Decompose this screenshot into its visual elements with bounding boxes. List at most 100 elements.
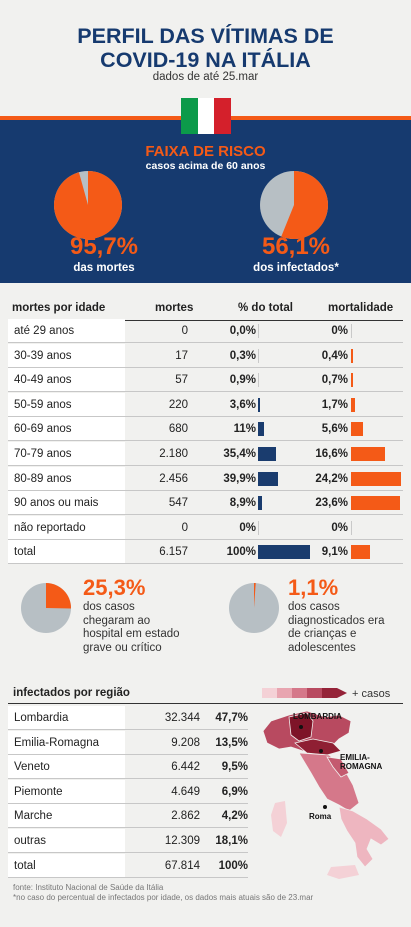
row-label: 50-59 anos bbox=[8, 392, 125, 417]
color-scale-legend bbox=[262, 688, 347, 698]
region-label: Emilia-Romagna bbox=[8, 730, 125, 755]
region-pct: 9,5% bbox=[221, 761, 248, 774]
severe-text: dos casos chegaram ao hospital em estado… bbox=[83, 601, 180, 654]
footer-note: *no caso do percentual de infectados por… bbox=[13, 893, 314, 902]
title-line-1: PERFIL DAS VÍTIMAS DE bbox=[77, 24, 334, 48]
row-label: não reportado bbox=[8, 515, 125, 540]
mortality-bar bbox=[351, 496, 400, 511]
row-mortality: 16,6% bbox=[315, 448, 348, 460]
row-label: 70-79 anos bbox=[8, 442, 125, 466]
region-table: Lombardia 32.344 47,7% Emilia-Romagna 9.208 1… bbox=[8, 706, 403, 878]
map-emilia-romagna bbox=[294, 738, 342, 756]
region-label: Lombardia bbox=[8, 706, 125, 730]
row-mortality: 1,7% bbox=[321, 398, 348, 411]
row-deaths: 2.456 bbox=[159, 472, 188, 485]
row-label: até 29 anos bbox=[8, 319, 125, 343]
table-row: 70-79 anos 2.180 35,4% 16,6% bbox=[8, 442, 403, 466]
row-pct: 8,9% bbox=[229, 497, 256, 510]
row-pct: 11% bbox=[233, 423, 256, 436]
footer: fonte: Instituto Nacional de Saúde da It… bbox=[13, 883, 313, 903]
row-mortality: 0,7% bbox=[321, 374, 348, 387]
region-row: Lombardia 32.344 47,7% bbox=[8, 706, 248, 730]
flag-red-stripe bbox=[214, 98, 232, 134]
italy-flag bbox=[181, 98, 232, 134]
children-cases-pie-chart bbox=[229, 583, 279, 633]
row-deaths: 2.180 bbox=[159, 448, 188, 460]
children-text: dos casos diagnosticados era de crianças… bbox=[288, 601, 385, 654]
row-deaths: 0 bbox=[181, 325, 188, 337]
page-subtitle: dados de até 25.mar bbox=[152, 71, 259, 83]
children-pie-value-slice bbox=[254, 583, 256, 608]
row-label: 30-39 anos bbox=[8, 343, 125, 368]
row-label: 80-89 anos bbox=[8, 466, 125, 491]
region-label: Marche bbox=[8, 804, 125, 829]
row-mortality: 0% bbox=[331, 325, 348, 337]
row-mortality: 0,4% bbox=[321, 349, 348, 362]
region-row: Emilia-Romagna 9.208 13,5% bbox=[8, 730, 248, 755]
table-row: 80-89 anos 2.456 39,9% 24,2% bbox=[8, 466, 403, 491]
infected-pie-chart bbox=[260, 171, 328, 239]
region-table-title: infectados por região bbox=[13, 687, 130, 699]
map-marker-lombardia bbox=[299, 725, 303, 729]
row-pct: 100% bbox=[226, 546, 256, 559]
row-pct: 0,0% bbox=[229, 325, 256, 337]
map-label-roma: Roma bbox=[309, 812, 332, 821]
severe-cases-pie-chart bbox=[21, 583, 71, 633]
risk-panel: FAIXA DE RISCO casos acima de 60 anos 95… bbox=[0, 116, 411, 283]
flag-green-stripe bbox=[181, 98, 198, 134]
row-mortality: 23,6% bbox=[315, 497, 348, 510]
infected-pie-value-slice bbox=[281, 171, 328, 239]
map-sicily bbox=[327, 865, 359, 879]
infected-caption: dos infectados* bbox=[253, 262, 339, 274]
pct-bar-empty bbox=[258, 373, 259, 388]
row-mortality: 0% bbox=[331, 521, 348, 534]
region-cases: 9.208 bbox=[171, 736, 200, 749]
flag-white-stripe bbox=[197, 98, 215, 134]
region-pct: 4,2% bbox=[221, 810, 248, 823]
row-pct: 0% bbox=[239, 521, 256, 534]
deaths-pct-label: 95,7% bbox=[69, 233, 139, 260]
map-marker-emilia bbox=[319, 749, 323, 753]
deaths-table-header: mortes por idade mortes % do total morta… bbox=[8, 302, 403, 321]
region-row: Veneto 6.442 9,5% bbox=[8, 755, 248, 780]
table-row: 40-49 anos 57 0,9% 0,7% bbox=[8, 368, 403, 393]
row-deaths: 6.157 bbox=[159, 546, 188, 559]
col-header-deaths: mortes bbox=[155, 302, 194, 314]
deaths-pie-value-slice bbox=[54, 171, 122, 239]
mortality-bar bbox=[351, 471, 401, 486]
map-label-emilia-romagna: EMILIA- ROMAGNA bbox=[340, 753, 383, 771]
mortality-bar bbox=[351, 545, 370, 560]
region-pct: 18,1% bbox=[215, 835, 248, 847]
region-row: Marche 2.862 4,2% bbox=[8, 804, 248, 829]
children-pct-label: 1,1% bbox=[288, 575, 339, 600]
map-marker-roma bbox=[323, 805, 327, 809]
mortality-bar bbox=[351, 447, 386, 461]
region-cases: 12.309 bbox=[164, 835, 200, 847]
pct-bar bbox=[258, 447, 276, 461]
col-header-mortality: mortalidade bbox=[328, 302, 394, 314]
row-pct: 0,9% bbox=[229, 374, 256, 387]
pct-bar-empty bbox=[258, 324, 259, 338]
row-deaths: 220 bbox=[168, 398, 188, 411]
col-header-pct: % do total bbox=[238, 302, 293, 314]
row-deaths: 547 bbox=[168, 497, 188, 510]
row-mortality: 24,2% bbox=[315, 472, 348, 485]
pct-bar bbox=[258, 422, 264, 437]
infected-pct-label: 56,1% bbox=[261, 233, 331, 260]
pct-bar bbox=[258, 471, 278, 486]
region-pct: 47,7% bbox=[215, 712, 248, 724]
region-pct: 6,9% bbox=[221, 785, 248, 798]
page-title: PERFIL DAS VÍTIMAS DE COVID-19 NA ITÁLIA bbox=[0, 24, 411, 72]
region-row: outras 12.309 18,1% bbox=[8, 829, 248, 853]
deaths-caption: das mortes bbox=[73, 262, 135, 274]
col-header-age: mortes por idade bbox=[12, 302, 106, 314]
region-label: Veneto bbox=[8, 755, 125, 780]
region-pct: 13,5% bbox=[215, 736, 248, 749]
mortality-bar bbox=[351, 397, 355, 412]
row-mortality: 9,1% bbox=[321, 546, 348, 559]
region-cases: 2.862 bbox=[171, 810, 200, 823]
footer-source: fonte: Instituto Nacional de Saúde da It… bbox=[13, 883, 164, 892]
map-south-regions bbox=[338, 806, 390, 868]
table-row: até 29 anos 0 0,0% 0% bbox=[8, 319, 403, 343]
region-row: Piemonte 4.649 6,9% bbox=[8, 779, 248, 804]
